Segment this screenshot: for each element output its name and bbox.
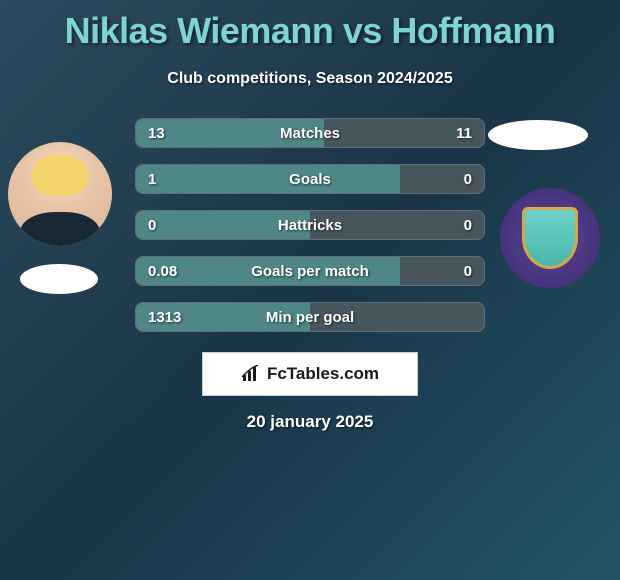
- brand-text: FcTables.com: [267, 364, 379, 384]
- date-line: 20 january 2025: [0, 412, 620, 432]
- subtitle: Club competitions, Season 2024/2025: [0, 70, 620, 88]
- stat-label: Hattricks: [278, 217, 342, 234]
- stat-left-value: 0.08: [148, 263, 177, 280]
- stat-label: Min per goal: [266, 309, 354, 326]
- comparison-area: 13Matches111Goals00Hattricks00.08Goals p…: [0, 118, 620, 332]
- stat-row: 1 Goals 0: [135, 164, 485, 194]
- stat-label: Goals: [289, 171, 331, 188]
- team-left-badge: [20, 264, 98, 294]
- stat-row: 0 Hattricks 0: [135, 210, 485, 240]
- player-left-avatar: [8, 142, 112, 246]
- stat-row: 0.08 Goals per match 0: [135, 256, 485, 286]
- team-right-badge: [488, 120, 588, 150]
- stat-right-value: 0: [464, 217, 472, 234]
- stat-label: Goals per match: [251, 263, 369, 280]
- stat-row: 1313 Min per goal: [135, 302, 485, 332]
- stat-label: Matches: [280, 125, 340, 142]
- stat-right-value: 11: [456, 125, 472, 142]
- stat-row: 13 Matches 11: [135, 118, 485, 148]
- player-right-club-logo: [500, 188, 600, 288]
- stat-left-value: 13: [148, 125, 165, 142]
- stat-right-value: 0: [464, 263, 472, 280]
- brand-box: FcTables.com: [202, 352, 418, 396]
- stat-fill: [136, 165, 400, 193]
- page-title: Niklas Wiemann vs Hoffmann: [0, 0, 620, 52]
- stat-left-value: 1: [148, 171, 156, 188]
- stat-left-value: 0: [148, 217, 156, 234]
- club-crest-icon: [522, 207, 578, 269]
- stats-column: 13Matches111Goals00Hattricks00.08Goals p…: [135, 118, 485, 332]
- bar-chart-icon: [241, 365, 263, 383]
- stat-left-value: 1313: [148, 309, 181, 326]
- stat-right-value: 0: [464, 171, 472, 188]
